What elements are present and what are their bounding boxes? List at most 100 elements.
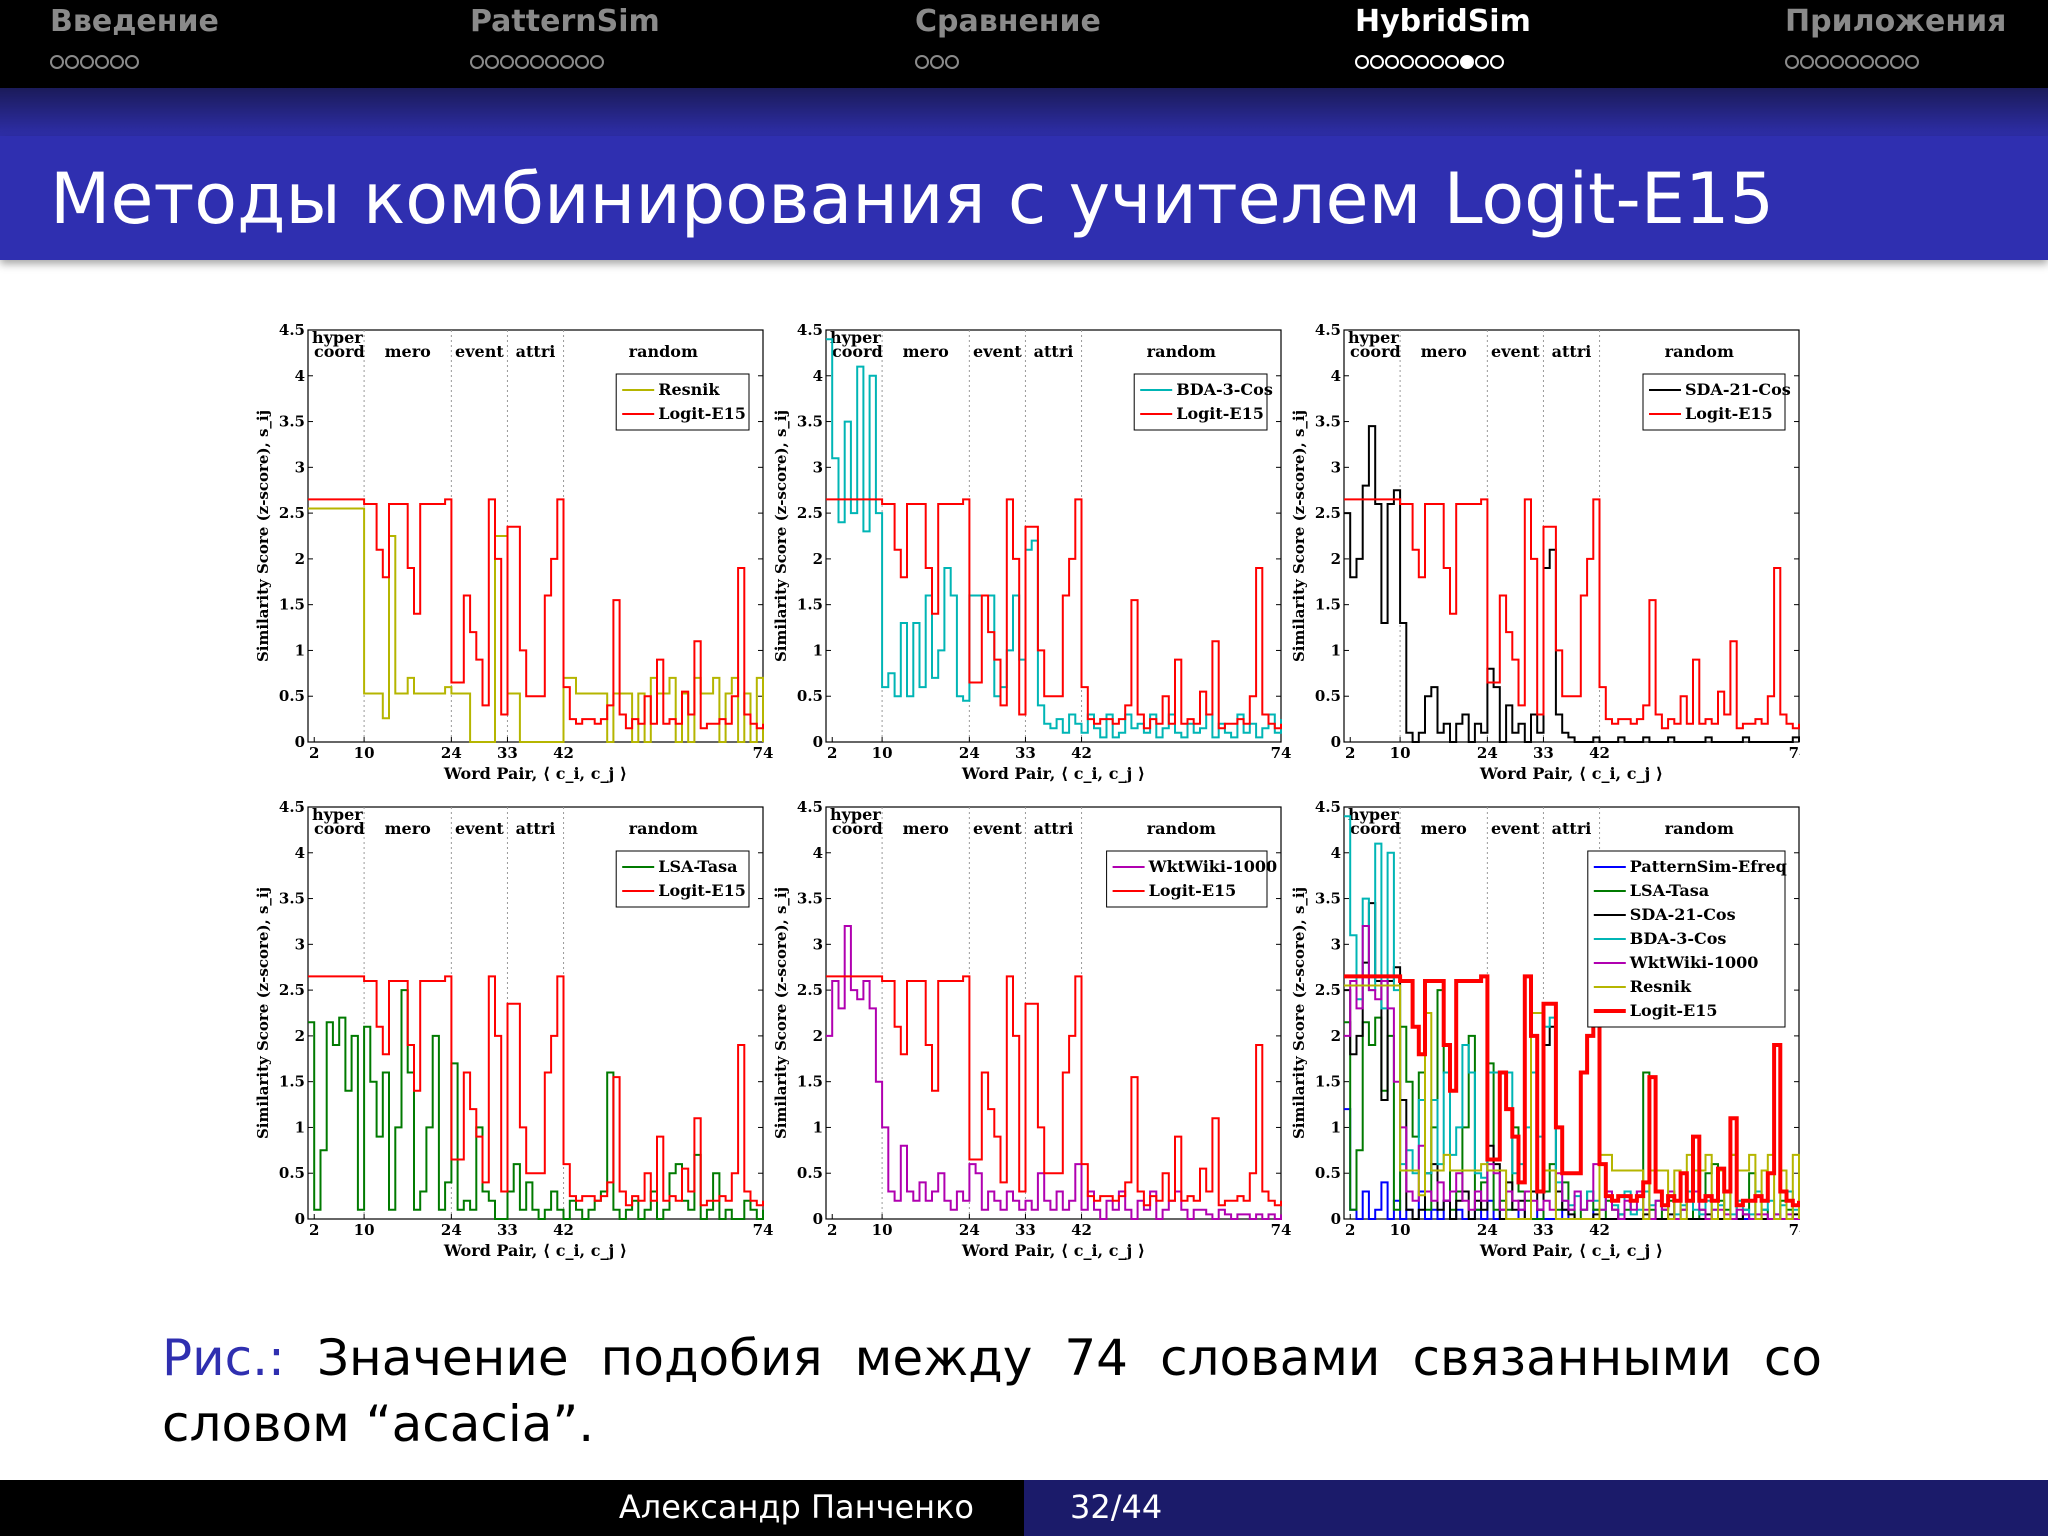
slide-dot[interactable] [485, 55, 499, 69]
region-label-coord: coord [1350, 819, 1401, 838]
chart-grid: hyper coord mero event attri random 0 0.5 1 1.5 2 2… [240, 318, 1800, 1278]
slide-dot[interactable] [110, 55, 124, 69]
region-label-hyper: hyper [1348, 805, 1399, 824]
top-navigation: Введение PatternSim Сравнение HybridSim Прил… [0, 0, 2048, 88]
slide-dot[interactable] [915, 55, 929, 69]
slide-dot[interactable] [1475, 55, 1489, 69]
legend: PatternSim-Efreq LSA-Tasa SDA-21-Cos BDA-3-… [1587, 850, 1787, 1028]
nav-section-title[interactable]: HybridSim [1355, 4, 1531, 39]
nav-slide-dots [1785, 54, 1920, 74]
x-tick-label: 33 [1015, 1221, 1036, 1239]
slide-dot[interactable] [1415, 55, 1429, 69]
footer-author: Александр Панченко [618, 1488, 974, 1526]
x-tick-label: 24 [1477, 744, 1498, 762]
slide-dot[interactable] [1430, 55, 1444, 69]
nav-section-title[interactable]: PatternSim [470, 4, 660, 39]
slide-dot[interactable] [50, 55, 64, 69]
region-label-hyper: hyper [312, 805, 363, 824]
slide-dot[interactable] [1860, 55, 1874, 69]
nav-section-patternsim[interactable]: PatternSim [470, 4, 660, 69]
slide-dot[interactable] [65, 55, 79, 69]
slide-dot[interactable] [125, 55, 139, 69]
nav-section-title[interactable]: Приложения [1785, 4, 2007, 39]
series-line-lsa-tasa [308, 989, 764, 1220]
y-axis-label: Similarity Score (z-score), s_ij [772, 887, 790, 1139]
slide-dot[interactable] [1490, 55, 1504, 69]
series-line-logit-e15 [1344, 498, 1800, 730]
legend-entry: Logit-E15 [658, 404, 746, 423]
slide-dot[interactable] [930, 55, 944, 69]
nav-section-title[interactable]: Введение [50, 4, 219, 39]
legend-entry: SDA-21-Cos [1630, 905, 1736, 924]
slide-dot[interactable] [1355, 55, 1369, 69]
slide-dot[interactable] [1800, 55, 1814, 69]
x-axis-label: Word Pair, ⟨ c_i, c_j ⟩ [961, 1241, 1145, 1260]
legend-entry: Resnik [658, 380, 720, 399]
x-tick-label: 42 [1071, 1221, 1092, 1239]
x-tick-label: 2 [309, 1221, 319, 1239]
nav-section-hybridsim[interactable]: HybridSim [1355, 4, 1531, 69]
x-tick-label: 10 [1390, 1221, 1411, 1239]
region-label-random: random [1665, 342, 1734, 361]
slide-dot[interactable] [1370, 55, 1384, 69]
slide-dot[interactable] [1845, 55, 1859, 69]
nav-section-сравнение[interactable]: Сравнение [915, 4, 1101, 69]
slide-dot[interactable] [515, 55, 529, 69]
x-tick-label: 74 [753, 744, 774, 762]
legend-entry: Logit-E15 [1630, 1001, 1718, 1020]
slide-dot[interactable] [1905, 55, 1919, 69]
y-tick-label: 1.5 [797, 596, 823, 614]
x-tick-label: 10 [872, 744, 893, 762]
nav-section-приложения[interactable]: Приложения [1785, 4, 2007, 69]
slide-dot[interactable] [1445, 55, 1459, 69]
region-label-attri: attri [1034, 819, 1074, 838]
y-tick-label: 0.5 [1315, 1164, 1341, 1182]
slide-dot[interactable] [500, 55, 514, 69]
y-tick-label: 2.5 [797, 981, 823, 999]
y-tick-label: 2.5 [279, 504, 305, 522]
x-tick-label: 2 [1345, 744, 1355, 762]
region-label-coord: coord [832, 342, 883, 361]
slide-dot[interactable] [1875, 55, 1889, 69]
legend-box [615, 373, 750, 431]
legend-entry: Resnik [1630, 977, 1692, 996]
y-tick-label: 1.5 [1315, 1073, 1341, 1091]
slide-dot[interactable] [545, 55, 559, 69]
y-tick-label: 2 [813, 550, 823, 568]
slide-dot[interactable] [530, 55, 544, 69]
slide-dot[interactable] [1385, 55, 1399, 69]
slide-dot[interactable] [1785, 55, 1799, 69]
y-tick-label: 1.5 [279, 1073, 305, 1091]
y-tick-label: 0 [295, 733, 305, 751]
legend-entry: BDA-3-Cos [1176, 380, 1273, 399]
slide-dot[interactable] [1815, 55, 1829, 69]
slide-dot[interactable] [590, 55, 604, 69]
slide-dot[interactable] [1830, 55, 1844, 69]
slide-dot[interactable] [95, 55, 109, 69]
y-tick-label: 1 [1331, 1118, 1341, 1136]
y-tick-label: 3.5 [797, 413, 823, 431]
y-tick-label: 1 [1331, 641, 1341, 659]
slide-dot[interactable] [1400, 55, 1414, 69]
slide-dot[interactable] [1890, 55, 1904, 69]
slide-dot-current[interactable] [1460, 55, 1474, 69]
series-line-logit-e15 [826, 975, 1282, 1207]
slide-dot[interactable] [80, 55, 94, 69]
legend-entry: PatternSim-Efreq [1630, 857, 1787, 876]
region-label-event: event [1491, 819, 1540, 838]
y-tick-label: 1 [295, 1118, 305, 1136]
slide-dot[interactable] [945, 55, 959, 69]
slide-dot[interactable] [470, 55, 484, 69]
slide-dot[interactable] [560, 55, 574, 69]
slide-dot[interactable] [575, 55, 589, 69]
y-tick-label: 1 [295, 641, 305, 659]
footer-left: Александр Панченко [0, 1480, 1024, 1536]
x-tick-label: 33 [497, 1221, 518, 1239]
region-label-event: event [455, 819, 504, 838]
nav-section-title[interactable]: Сравнение [915, 4, 1101, 39]
legend-entry: Logit-E15 [1685, 404, 1773, 423]
x-tick-label: 24 [959, 1221, 980, 1239]
nav-section-введение[interactable]: Введение [50, 4, 219, 69]
legend-entry: Logit-E15 [1176, 404, 1264, 423]
